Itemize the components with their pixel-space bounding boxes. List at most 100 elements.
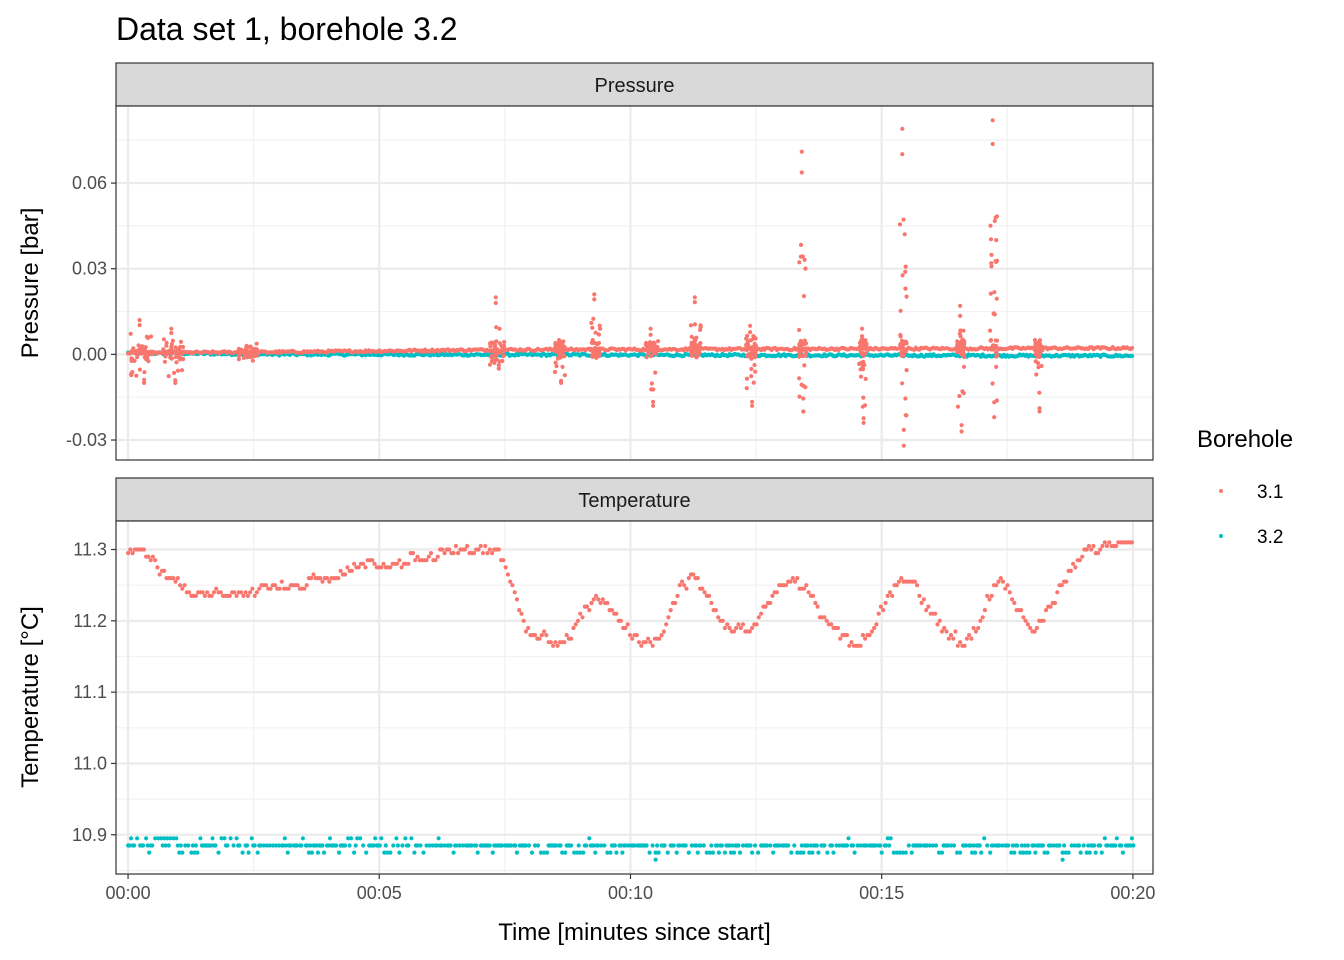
point-3-1 [801,294,807,299]
point-3-1 [471,551,477,556]
point-3-2 [677,843,682,848]
pressure-panel-border [115,105,1154,461]
point-3-2 [771,850,776,855]
point-3-1 [153,558,158,563]
point-3-1 [589,600,594,606]
point-3-2 [1048,843,1053,848]
point-3-2 [132,843,137,848]
point-3-2 [490,850,495,855]
point-3-1 [994,345,999,350]
point-3-1 [649,381,655,386]
point-3-2 [285,850,290,855]
point-3-1 [951,636,956,641]
point-3-2 [671,843,676,848]
point-3-1 [988,328,993,333]
point-3-1 [860,367,866,372]
point-3-1 [647,340,653,345]
point-3-1 [648,354,654,359]
point-3-1 [863,351,869,356]
point-3-2 [451,850,456,855]
point-3-2 [927,843,933,848]
point-3-2 [281,843,286,848]
point-3-1 [654,346,659,351]
temperature-strip [115,477,1154,522]
point-3-1 [1034,625,1039,631]
point-3-2 [924,843,930,848]
point-3-1 [802,363,807,368]
point-3-1 [799,382,804,387]
point-3-2 [284,843,289,848]
point-3-1 [849,640,854,645]
point-3-2 [1131,843,1136,848]
point-3-1 [244,344,249,349]
point-3-2 [805,843,810,848]
point-3-2 [178,843,183,848]
point-3-1 [594,352,599,357]
point-3-1 [494,357,499,362]
point-3-1 [959,352,964,357]
chart-title: Data set 1, borehole 3.2 [116,11,458,47]
point-3-2 [587,836,592,841]
point-3-1 [804,583,809,588]
point-3-2 [166,843,171,848]
point-3-1 [802,586,807,591]
point-3-2 [168,836,173,841]
point-3-2 [309,850,314,855]
point-3-1 [537,636,542,641]
point-3-2 [822,843,827,848]
point-3-2 [198,836,203,841]
point-3-1 [990,141,995,147]
point-3-1 [514,597,520,602]
point-3-2 [1009,850,1014,855]
x-tick-label: 00:05 [357,883,402,903]
point-3-2 [623,843,628,848]
point-3-2 [618,843,624,848]
point-3-2 [535,843,541,848]
point-3-1 [744,336,749,341]
point-3-1 [268,586,273,591]
point-3-1 [863,636,868,641]
point-3-2 [377,843,382,848]
point-3-1 [1025,622,1030,627]
point-3-2 [320,843,325,848]
point-3-2 [647,850,652,855]
point-3-1 [829,622,834,627]
point-3-2 [457,843,462,848]
point-3-1 [163,354,168,359]
point-3-1 [988,338,994,343]
point-3-1 [526,625,531,631]
point-3-2 [1098,843,1103,848]
point-3-1 [1033,352,1038,357]
point-3-2 [474,843,479,848]
pressure-grid [116,106,1153,460]
point-3-2 [127,843,132,848]
point-3-2 [810,850,815,855]
point-3-2 [885,836,890,841]
point-3-2 [710,850,716,855]
point-3-1 [148,349,153,355]
point-3-2 [798,850,803,855]
point-3-1 [238,348,243,353]
point-3-1 [142,377,147,382]
point-3-1 [1104,543,1110,549]
point-3-1 [749,374,754,379]
point-3-1 [592,292,597,297]
point-3-2 [988,850,993,855]
point-3-1 [1035,349,1040,354]
point-3-2 [288,843,293,848]
point-3-2 [715,843,720,848]
point-3-2 [1069,843,1074,848]
point-3-1 [750,403,755,408]
temperature-points [126,540,1136,862]
point-3-1 [804,347,809,352]
point-3-1 [798,349,803,354]
point-3-1 [747,629,752,634]
point-3-2 [737,850,743,855]
point-3-1 [162,568,167,574]
point-3-2 [487,843,492,848]
point-3-1 [1023,618,1028,623]
point-3-1 [958,334,963,339]
point-3-1 [994,214,1000,219]
point-3-2 [887,843,892,848]
point-3-1 [1036,365,1041,370]
